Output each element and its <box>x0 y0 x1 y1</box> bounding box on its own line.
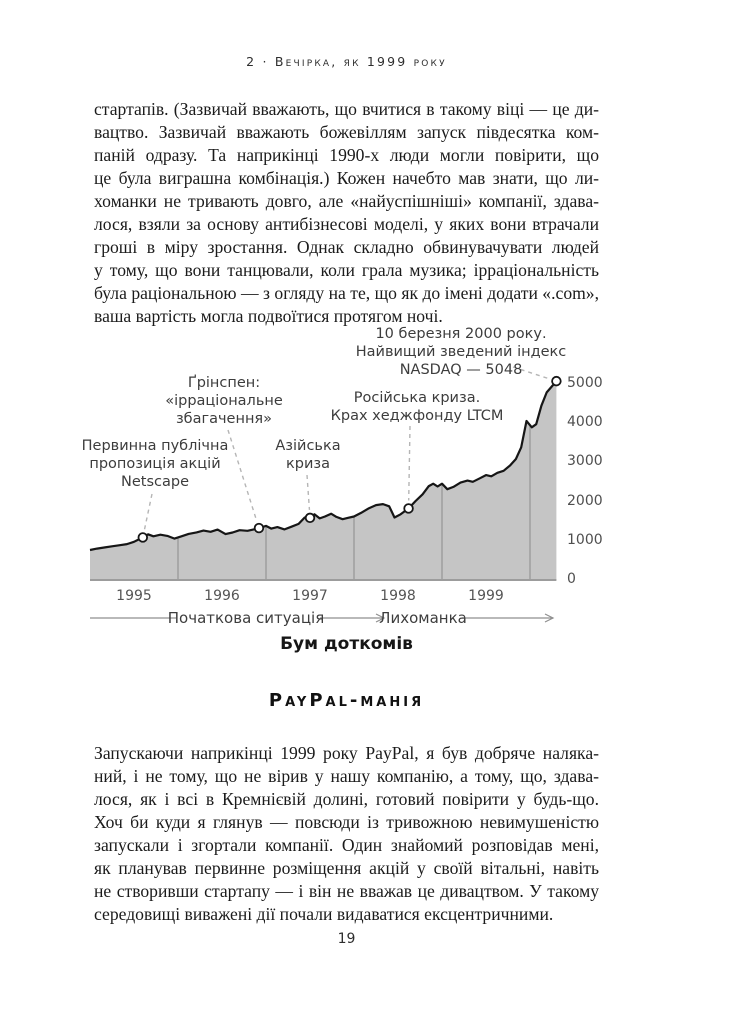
annotation-leader-line <box>407 425 411 501</box>
x-axis-year-label: 1995 <box>116 588 152 604</box>
text-line: у тому, що вони танцювали, коли грала му… <box>94 260 599 280</box>
text-line: це була виграшна комбінація.) Кожен наче… <box>94 168 599 188</box>
text-line: вацтво. Зазвичай вважають божевіллям зап… <box>94 122 599 142</box>
y-axis-tick-label: 4000 <box>567 414 603 431</box>
event-marker <box>137 532 149 543</box>
chart-title: Бум доткомів <box>280 634 413 654</box>
paragraph-2: Запускаючи наприкінці 1999 року PayPal, … <box>94 742 599 926</box>
chart-annotation: 10 березня 2000 року. Найвищий зведений і… <box>355 326 567 378</box>
y-axis-tick-label: 5000 <box>567 375 603 391</box>
paragraph-1: стартапів. (Зазвичай вважають, що вчитис… <box>94 98 599 328</box>
event-marker <box>253 522 265 534</box>
text-line: запускали і згортали компанії. Один знай… <box>94 835 599 855</box>
chart-annotation: Азійська криза <box>275 438 341 472</box>
chart-annotation: Первинна публічна пропозиція акцій Netscap… <box>81 438 229 490</box>
x-axis-year-label: 1999 <box>468 588 504 604</box>
x-axis-year-label: 1997 <box>292 588 328 604</box>
event-marker <box>304 512 316 524</box>
x-axis-year-label: 1998 <box>380 588 416 604</box>
text-line: була раціональною — з огляду на те, що я… <box>94 283 599 303</box>
annotation-leader-line <box>143 493 153 530</box>
annotation-leader-line <box>306 474 311 510</box>
chart-annotation: Ґрінспен: «ірраціональне збагачення» <box>165 375 283 427</box>
section-heading: PayPal-манія <box>268 690 425 711</box>
text-line: ний, і не тому, що не вірив у нашу компа… <box>94 766 599 786</box>
text-line: стартапів. (Зазвичай вважають, що вчитис… <box>94 99 599 119</box>
x-axis-year-label: 1996 <box>204 588 240 604</box>
y-axis-tick-label: 1000 <box>567 531 603 548</box>
chart-annotation: Російська криза. Крах хеджфонду LTCM <box>330 390 504 424</box>
text-line: лося, як і всі в Кремнієвій долині, гото… <box>94 789 599 809</box>
text-line: Хоч би куди я глянув — повсюди із тривож… <box>94 812 599 832</box>
phase-label: Початкова ситуація <box>167 609 325 627</box>
text-line: гроші в міру зростання. Однак складно об… <box>94 237 599 257</box>
y-axis-tick-label: 3000 <box>567 453 603 470</box>
page-number: 19 <box>337 931 356 947</box>
event-marker <box>403 503 414 514</box>
text-line: Запускаючи наприкінці 1999 року PayPal, … <box>94 743 599 763</box>
text-line: середовищі виважені дії почали видаватис… <box>94 904 554 924</box>
text-line: лося, взяли за основу антибізнесові моде… <box>94 214 599 234</box>
phase-arrowhead-icon <box>544 613 555 623</box>
annotation-leader-line <box>227 429 258 521</box>
y-axis-tick-label: 0 <box>567 571 576 587</box>
text-line: як планував первинне розміщення акцій у … <box>94 858 599 878</box>
text-line: паній одразу. Та наприкінці 1990-х люди … <box>94 145 599 165</box>
text-line: не створивши стартапу — і він не вважав … <box>94 881 599 901</box>
y-axis-tick-label: 2000 <box>567 492 603 509</box>
text-line: ваша вартість могла подвоїтися протягом … <box>94 306 443 326</box>
running-head: 2 · Вечірка, як 1999 року <box>246 54 447 69</box>
text-line: хоманки не тривають довго, але «найуспіш… <box>94 191 599 211</box>
phase-label: Лихоманка <box>379 609 467 627</box>
